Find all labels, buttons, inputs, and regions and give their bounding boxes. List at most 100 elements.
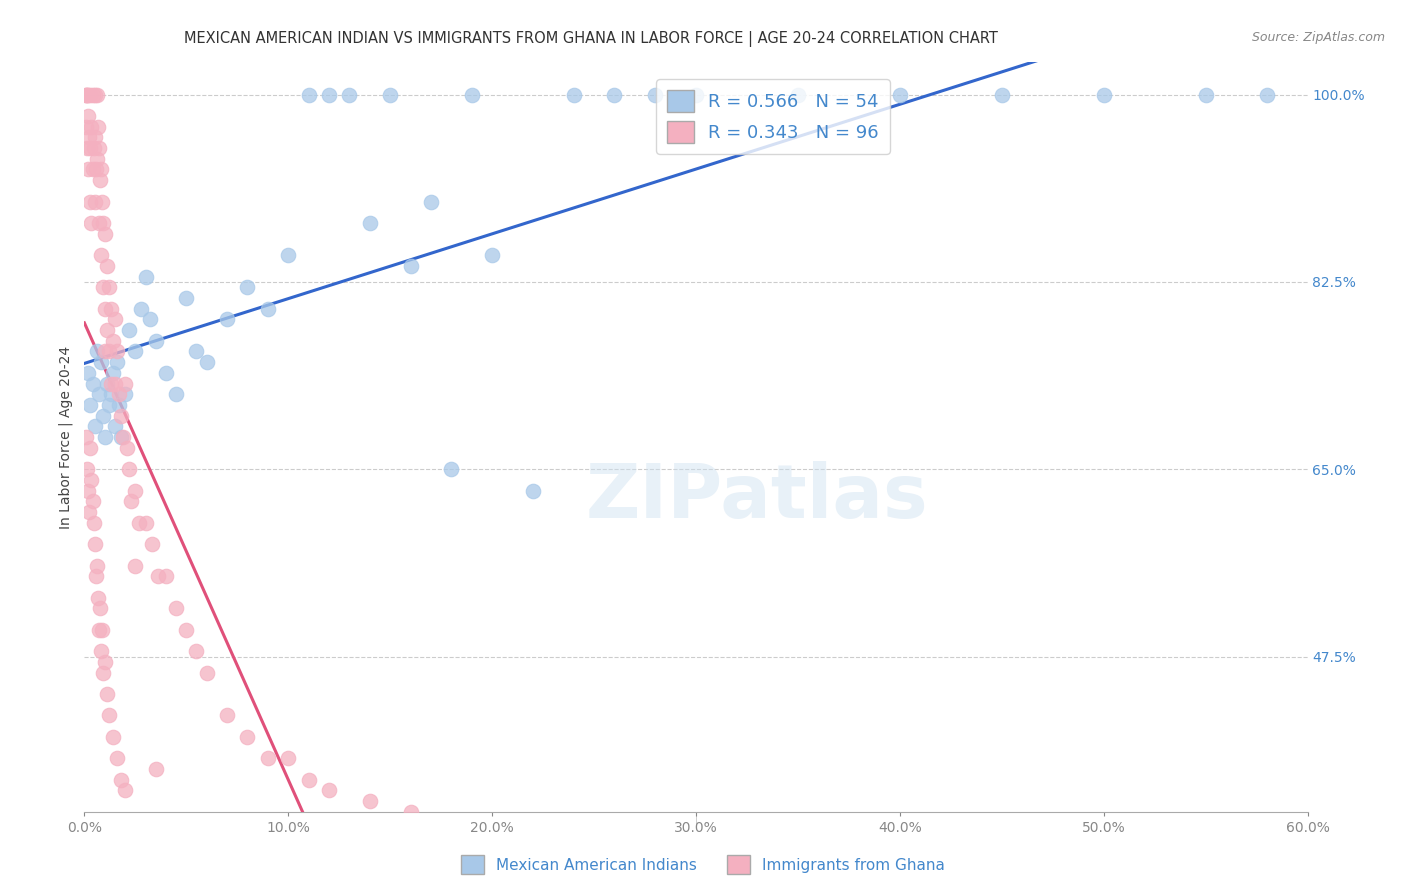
Point <box>97 708 120 723</box>
Point <box>86 152 108 166</box>
Point <box>110 409 132 423</box>
Point <box>108 387 131 401</box>
Point <box>97 398 120 412</box>
Point <box>128 516 150 530</box>
Point <box>787 87 810 102</box>
Point <box>90 623 112 637</box>
Point <box>80 216 103 230</box>
Point <box>97 344 120 359</box>
Point <box>77 483 100 498</box>
Point <box>75 87 97 102</box>
Point <box>318 783 340 797</box>
Point <box>83 141 105 155</box>
Point <box>79 130 101 145</box>
Point <box>359 794 381 808</box>
Point <box>79 194 101 209</box>
Point <box>87 387 110 401</box>
Point <box>101 366 124 380</box>
Point <box>110 430 132 444</box>
Text: MEXICAN AMERICAN INDIAN VS IMMIGRANTS FROM GHANA IN LABOR FORCE | AGE 20-24 CORR: MEXICAN AMERICAN INDIAN VS IMMIGRANTS FR… <box>184 31 997 47</box>
Point <box>82 376 104 391</box>
Point <box>155 569 177 583</box>
Point <box>75 430 97 444</box>
Point <box>124 344 146 359</box>
Point <box>145 762 167 776</box>
Point <box>91 216 114 230</box>
Point <box>145 334 167 348</box>
Point <box>89 601 111 615</box>
Point <box>257 301 280 316</box>
Legend: R = 0.566   N = 54, R = 0.343   N = 96: R = 0.566 N = 54, R = 0.343 N = 96 <box>657 79 890 153</box>
Point <box>86 591 108 605</box>
Point <box>96 259 118 273</box>
Point <box>277 248 299 262</box>
Point <box>101 730 124 744</box>
Point <box>141 537 163 551</box>
Point <box>186 344 208 359</box>
Point <box>80 473 103 487</box>
Point <box>79 141 101 155</box>
Point <box>77 109 100 123</box>
Point <box>90 355 112 369</box>
Point <box>685 87 707 102</box>
Point <box>96 323 118 337</box>
Point <box>174 623 197 637</box>
Point <box>96 687 118 701</box>
Point <box>79 87 101 102</box>
Point <box>91 409 114 423</box>
Point <box>93 655 115 669</box>
Point <box>104 312 127 326</box>
Point <box>135 269 157 284</box>
Point <box>90 194 112 209</box>
Point <box>135 516 157 530</box>
Point <box>131 301 153 316</box>
Point <box>1195 87 1218 102</box>
Point <box>399 805 422 819</box>
Point <box>105 344 128 359</box>
Point <box>399 259 422 273</box>
Y-axis label: In Labor Force | Age 20-24: In Labor Force | Age 20-24 <box>59 345 73 529</box>
Point <box>236 280 259 294</box>
Point <box>87 623 110 637</box>
Point <box>138 312 160 326</box>
Point <box>114 376 136 391</box>
Point <box>118 323 141 337</box>
Point <box>644 87 666 102</box>
Point <box>84 569 107 583</box>
Point <box>75 120 97 134</box>
Point <box>236 730 259 744</box>
Point <box>90 644 112 658</box>
Point <box>195 355 218 369</box>
Point <box>83 87 105 102</box>
Point <box>603 87 626 102</box>
Point <box>101 334 124 348</box>
Point <box>112 430 135 444</box>
Point <box>77 87 100 102</box>
Point <box>90 248 112 262</box>
Point <box>298 87 321 102</box>
Point <box>174 291 197 305</box>
Point <box>124 558 146 573</box>
Point <box>277 751 299 765</box>
Point <box>91 665 114 680</box>
Point <box>100 376 122 391</box>
Point <box>155 366 177 380</box>
Point <box>991 87 1014 102</box>
Point <box>83 130 105 145</box>
Point <box>76 141 98 155</box>
Point <box>80 120 103 134</box>
Point <box>96 376 118 391</box>
Point <box>298 772 321 787</box>
Point <box>93 227 115 241</box>
Point <box>165 601 187 615</box>
Point <box>90 162 112 177</box>
Point <box>89 173 111 187</box>
Point <box>440 462 463 476</box>
Point <box>82 494 104 508</box>
Point <box>97 280 120 294</box>
Point <box>339 87 361 102</box>
Point <box>83 194 105 209</box>
Point <box>217 708 239 723</box>
Point <box>420 194 443 209</box>
Point <box>118 462 141 476</box>
